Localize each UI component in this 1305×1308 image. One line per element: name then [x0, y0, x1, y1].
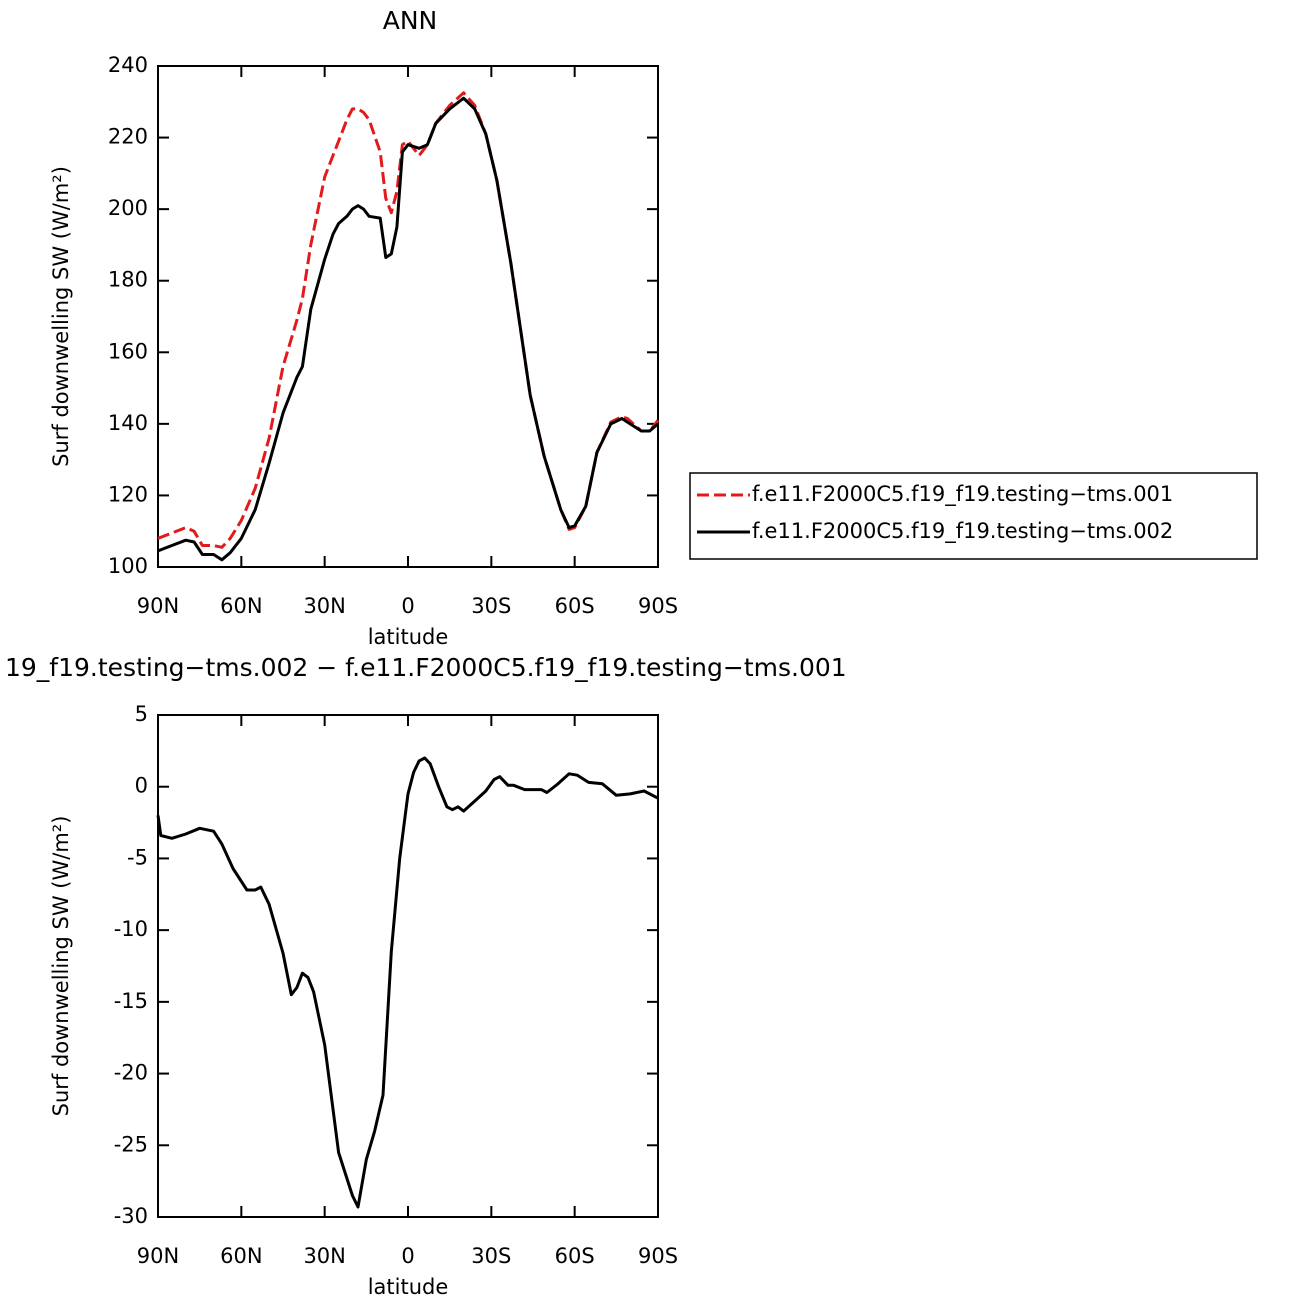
x-tick-label: 60N: [220, 1244, 262, 1268]
data-line: [157, 91, 660, 549]
x-tick-label: 30N: [303, 1244, 345, 1268]
x-tick-label: 90N: [137, 594, 179, 618]
y-tick-label: 160: [108, 339, 148, 363]
x-tick-label: 90S: [638, 594, 678, 618]
x-tick-label: 60N: [220, 594, 262, 618]
x-tick-label: 90N: [137, 1244, 179, 1268]
y-tick-label: -25: [114, 1132, 148, 1156]
y-tick-label: 180: [108, 268, 148, 292]
y-tick-label: -10: [114, 917, 148, 941]
data-line: [157, 96, 659, 562]
x-tick-label: 60S: [555, 594, 595, 618]
chart-title: 19_f19.testing−tms.002 − f.e11.F2000C5.f…: [5, 653, 847, 682]
y-tick-label: -30: [114, 1204, 148, 1228]
chart-title: ANN: [383, 6, 438, 35]
y-tick-label: -15: [114, 989, 148, 1013]
x-axis-label: latitude: [368, 625, 449, 649]
y-tick-label: 120: [108, 482, 148, 506]
y-tick-label: 140: [108, 411, 148, 435]
y-tick-label: 240: [108, 53, 148, 77]
legend-label: f.e11.F2000C5.f19_f19.testing−tms.001: [752, 482, 1173, 507]
y-tick-label: 0: [135, 774, 148, 798]
x-tick-label: 30N: [303, 594, 345, 618]
y-tick-label: 200: [108, 196, 148, 220]
x-tick-label: 0: [401, 1244, 414, 1268]
y-tick-label: -20: [114, 1061, 148, 1085]
y-axis-label: Surf downwelling SW (W/m²): [49, 166, 73, 467]
x-tick-label: 90S: [638, 1244, 678, 1268]
y-tick-label: 100: [108, 554, 148, 578]
data-line: [156, 756, 659, 1209]
legend: f.e11.F2000C5.f19_f19.testing−tms.001 f.e…: [689, 472, 1258, 560]
x-tick-label: 30S: [471, 1244, 511, 1268]
legend-label: f.e11.F2000C5.f19_f19.testing−tms.002: [752, 519, 1173, 544]
x-tick-label: 60S: [555, 1244, 595, 1268]
x-axis-label: latitude: [368, 1275, 449, 1299]
y-tick-label: -5: [127, 845, 148, 869]
y-tick-label: 220: [108, 125, 148, 149]
legend-box: [689, 472, 1258, 560]
y-tick-label: 5: [135, 702, 148, 726]
x-tick-label: 30S: [471, 594, 511, 618]
y-axis-label: Surf downwelling SW (W/m²): [49, 816, 73, 1117]
plot-frame: [157, 65, 659, 568]
x-tick-label: 0: [401, 594, 414, 618]
